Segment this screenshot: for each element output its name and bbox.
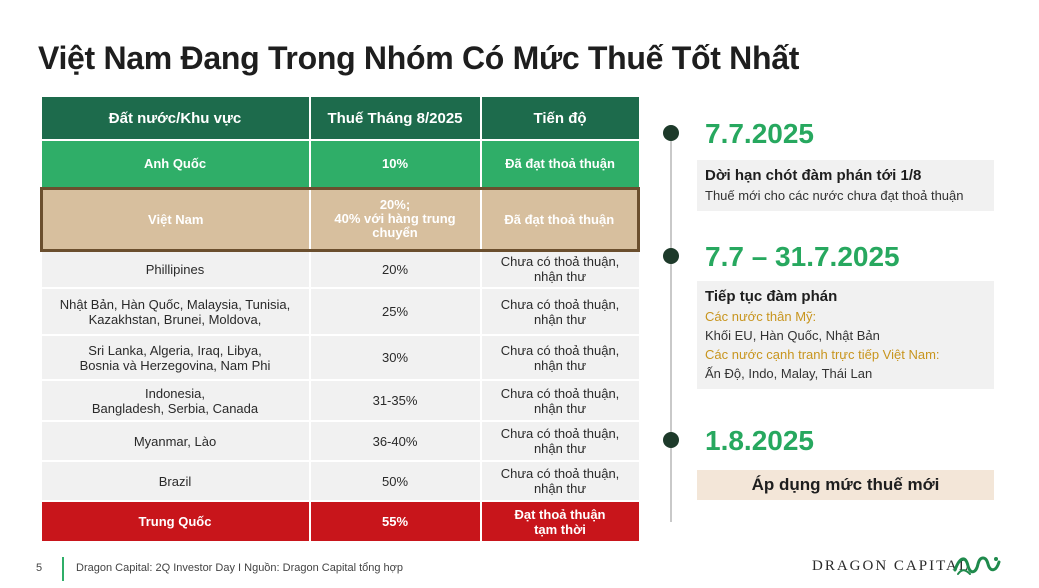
cell-tax: 36-40% [309, 421, 482, 462]
header-status: Tiến độ [480, 97, 639, 141]
timeline-date-2: 7.7 – 31.7.2025 [705, 241, 900, 272]
timeline-dot [663, 432, 679, 448]
timeline-dot [663, 125, 679, 141]
timeline-label: Các nước thân Mỹ: [705, 309, 817, 324]
cell-country: Nhật Bản, Hàn Quốc, Malaysia, Tunisia, Ka… [41, 288, 311, 336]
table-row: Nhật Bản, Hàn Quốc, Malaysia, Tunisia, Ka… [41, 288, 639, 336]
page-number: 5 [36, 562, 43, 574]
table-row-uk: Anh Quốc 10% Đã đạt thoả thuận [41, 140, 639, 189]
cell-country: Indonesia, Bangladesh, Serbia, Canada [41, 380, 311, 422]
table-row: Sri Lanka, Algeria, Iraq, Libya, Bosnia v… [41, 335, 639, 381]
timeline-date-3: 1.8.2025 [705, 425, 814, 456]
timeline-heading: Dời hạn chót đàm phán tới 1/8 [705, 167, 922, 184]
footer-divider [62, 557, 64, 581]
dragon-logo-icon [953, 556, 1001, 575]
cell-tax: 55% [309, 501, 482, 541]
header-country: Đất nước/Khu vực [41, 97, 311, 141]
cell-country: Sri Lanka, Algeria, Iraq, Libya, Bosnia v… [41, 335, 311, 381]
timeline-label: Các nước cạnh tranh trực tiếp Việt Nam: [705, 347, 940, 362]
cell-status: Chưa có thoả thuận, nhận thư [480, 250, 639, 289]
cell-status: Đạt thoả thuận tạm thời [480, 501, 639, 541]
page-title: Việt Nam Đang Trong Nhóm Có Mức Thuế Tốt… [38, 40, 800, 76]
cell-country: Việt Nam [40, 186, 311, 252]
tariff-table: Đất nước/Khu vực Thuế Tháng 8/2025 Tiến … [40, 97, 640, 541]
timeline-card-1: Dời hạn chót đàm phán tới 1/8 Thuế mới c… [697, 160, 994, 211]
cell-tax: 10% [309, 140, 482, 189]
timeline-line [670, 133, 672, 522]
cell-status: Chưa có thoả thuận, nhận thư [480, 461, 639, 502]
cell-tax: 31-35% [309, 380, 482, 422]
cell-status: Chưa có thoả thuận, nhận thư [480, 335, 639, 381]
cell-tax: 30% [309, 335, 482, 381]
cell-country: Myanmar, Lào [41, 421, 311, 462]
cell-country: Trung Quốc [41, 501, 311, 541]
timeline-heading: Tiếp tục đàm phán [705, 288, 838, 305]
cell-tax: 25% [309, 288, 482, 336]
cell-tax: 20% [309, 250, 482, 289]
cell-tax: 50% [309, 461, 482, 502]
cell-country: Brazil [41, 461, 311, 502]
footer-source: Dragon Capital: 2Q Investor Day I Nguồn:… [76, 562, 404, 574]
brand-name: DRAGON CAPITAL [812, 558, 971, 574]
cell-tax: 20%; 40% với hàng trung chuyển [309, 186, 482, 252]
cell-status: Chưa có thoả thuận, nhận thư [480, 380, 639, 422]
table-row: Indonesia, Bangladesh, Serbia, Canada 31-… [41, 380, 639, 422]
timeline-card-2: Tiếp tục đàm phán Các nước thân Mỹ: Khối… [697, 281, 994, 389]
cell-status: Đã đạt thoả thuận [480, 140, 639, 189]
cell-status: Đã đạt thoả thuận [480, 186, 640, 252]
table-row-china: Trung Quốc 55% Đạt thoả thuận tạm thời [41, 501, 639, 541]
timeline-date-1: 7.7.2025 [705, 118, 814, 149]
table-row: Brazil 50% Chưa có thoả thuận, nhận thư [41, 461, 639, 502]
table-row: Myanmar, Lào 36-40% Chưa có thoả thuận, n… [41, 421, 639, 462]
timeline-text: Thuế mới cho các nước chưa đạt thoả thuậ… [705, 188, 964, 203]
table-header-row: Đất nước/Khu vực Thuế Tháng 8/2025 Tiến … [41, 97, 639, 141]
timeline-text: Ấn Độ, Indo, Malay, Thái Lan [705, 366, 873, 381]
cell-status: Chưa có thoả thuận, nhận thư [480, 421, 639, 462]
table-row: Phillipines 20% Chưa có thoả thuận, nhận … [41, 250, 639, 289]
cell-country: Phillipines [41, 250, 311, 289]
cell-country: Anh Quốc [41, 140, 311, 189]
header-tax: Thuế Tháng 8/2025 [309, 97, 482, 141]
timeline-dot [663, 248, 679, 264]
timeline-text: Khối EU, Hàn Quốc, Nhật Bản [705, 328, 880, 343]
cell-status: Chưa có thoả thuận, nhận thư [480, 288, 639, 336]
timeline-card-3: Áp dụng mức thuế mới [697, 470, 994, 500]
table-row-vietnam: Việt Nam 20%; 40% với hàng trung chuyển Đ… [40, 186, 640, 252]
